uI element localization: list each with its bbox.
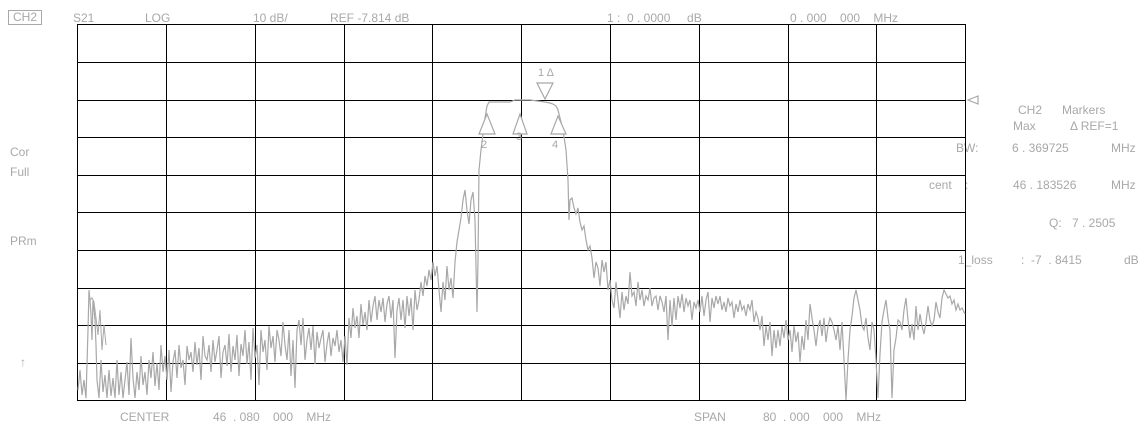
prm-label: PRm bbox=[10, 234, 37, 248]
marker-4-icon[interactable] bbox=[550, 114, 567, 135]
insertion-loss-label: 1_loss bbox=[958, 253, 993, 267]
reference-level-icon[interactable] bbox=[966, 95, 979, 105]
span-value: 80 . 000 000 MHz bbox=[763, 410, 882, 424]
up-arrow-icon: ↑ bbox=[20, 355, 26, 369]
parameter-label: S21 bbox=[73, 11, 95, 25]
reference-label: REF -7.814 dB bbox=[330, 11, 410, 25]
panel-markers-title: Markers bbox=[1062, 103, 1106, 117]
marker-2-icon[interactable] bbox=[478, 112, 496, 135]
channel-indicator[interactable]: CH2 bbox=[8, 10, 43, 25]
marker-readout: 1 : 0 . 0000 dB bbox=[607, 11, 702, 25]
marker-4-label: 4 bbox=[552, 139, 558, 151]
center-value: 46 . 080 000 MHz bbox=[213, 410, 332, 424]
marker-1-icon[interactable] bbox=[536, 82, 554, 101]
marker-group bbox=[478, 82, 979, 135]
s21-trace bbox=[77, 99, 966, 401]
marker-frequency: 0 . 000 000 MHz bbox=[790, 11, 899, 25]
center-freq-value: 46 . 183526 bbox=[1013, 178, 1077, 192]
bandwidth-label: BW: bbox=[956, 141, 979, 155]
graticule bbox=[77, 24, 966, 401]
marker-2-label: 2 bbox=[481, 139, 487, 151]
center-freq-unit: MHz bbox=[1111, 178, 1136, 192]
center-freq-label: cent : bbox=[929, 178, 969, 192]
insertion-loss-unit: dB bbox=[1124, 253, 1139, 267]
insertion-loss-value: : -7 . 8415 bbox=[1021, 253, 1082, 267]
bandwidth-value: 6 . 369725 bbox=[1012, 141, 1069, 155]
marker-3-icon[interactable] bbox=[512, 112, 528, 135]
correction-label: Cor bbox=[10, 145, 30, 159]
panel-mode-max: Max bbox=[1013, 119, 1036, 133]
scale-label: 10 dB/ bbox=[253, 11, 288, 25]
span-label: SPAN bbox=[694, 410, 726, 424]
format-label: LOG bbox=[145, 11, 171, 25]
panel-mode-ref: Δ REF=1 bbox=[1070, 119, 1119, 133]
full-label: Full bbox=[10, 165, 30, 179]
q-factor-value: 7 . 2505 bbox=[1072, 216, 1116, 230]
marker-1-label: 1 Δ bbox=[538, 67, 555, 79]
trace-noise-left bbox=[89, 297, 107, 351]
center-label: CENTER bbox=[120, 410, 170, 424]
bandwidth-unit: MHz bbox=[1111, 141, 1136, 155]
marker-3-label: 3 bbox=[516, 131, 522, 143]
panel-channel: CH2 bbox=[1018, 103, 1043, 117]
q-factor-label: Q: bbox=[1049, 216, 1062, 230]
